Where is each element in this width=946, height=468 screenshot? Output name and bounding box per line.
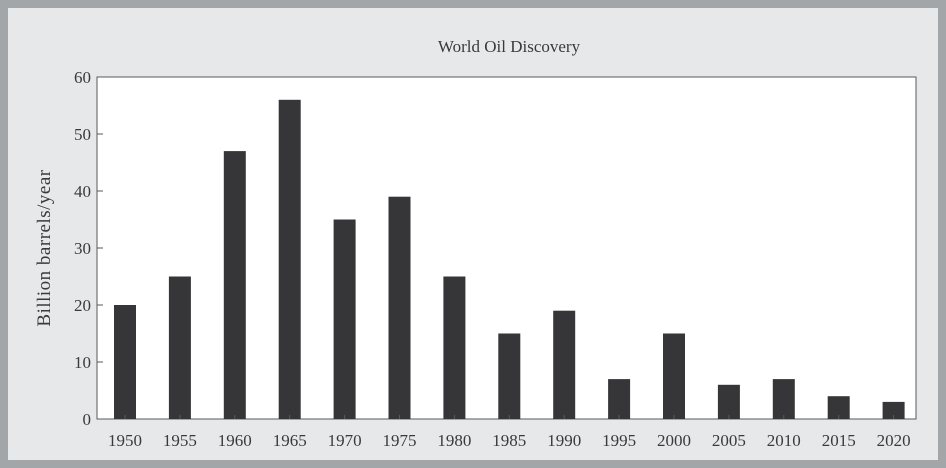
bar: [663, 333, 685, 419]
bar: [772, 379, 795, 419]
bar: [608, 379, 631, 419]
plot-area: 0 10 20 30 40 50 60 1950 1955 1960 1965 1970 1975 198…: [74, 68, 917, 450]
bar: [168, 276, 191, 419]
y-tick-label: 20: [74, 296, 91, 315]
y-tick-label: 10: [74, 353, 91, 372]
x-tick-label: 1955: [163, 431, 197, 450]
bar: [333, 219, 356, 419]
bar: [498, 333, 521, 419]
x-tick-label: 1990: [547, 431, 581, 450]
x-tick-label: 1970: [328, 431, 362, 450]
x-tick-label: 1960: [218, 431, 252, 450]
y-tick-label: 50: [74, 125, 91, 144]
x-tick-label: 2020: [877, 431, 911, 450]
bar: [827, 396, 850, 419]
x-tick-label: 2000: [657, 431, 691, 450]
bar: [388, 196, 411, 419]
x-tick-label: 1980: [437, 431, 471, 450]
y-tick-label: 40: [74, 182, 91, 201]
bar: [717, 384, 740, 419]
x-tick-label: 1995: [602, 431, 636, 450]
x-tick-label: 1965: [273, 431, 307, 450]
bar: [882, 401, 905, 419]
bar: [443, 276, 466, 419]
bar: [278, 99, 301, 420]
bar: [223, 151, 246, 419]
chart-title: World Oil Discovery: [438, 37, 581, 56]
x-tick-label: 1985: [492, 431, 526, 450]
x-tick-label: 1950: [108, 431, 142, 450]
y-axis-label: Billion barrels/year: [34, 169, 55, 326]
bar: [553, 310, 576, 419]
x-tick-label: 2005: [712, 431, 746, 450]
y-tick-label: 0: [83, 410, 92, 429]
y-tick-label: 30: [74, 239, 91, 258]
y-tick-label: 60: [74, 68, 91, 87]
bar: [114, 305, 136, 419]
x-tick-label: 1975: [383, 431, 417, 450]
x-tick-label: 2015: [822, 431, 856, 450]
x-tick-label: 2010: [767, 431, 801, 450]
